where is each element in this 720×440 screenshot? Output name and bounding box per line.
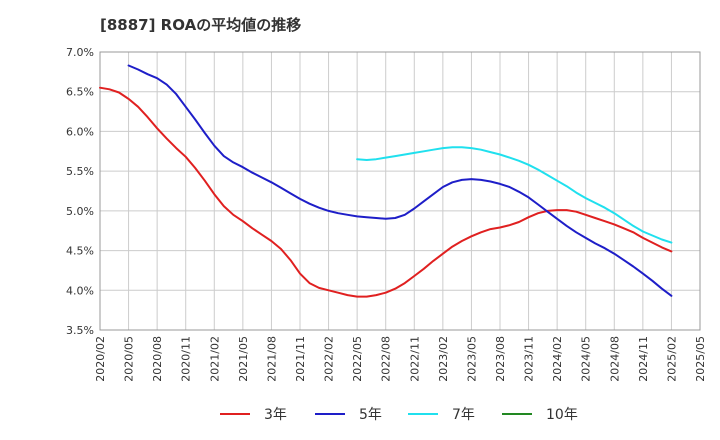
x-tick-label: 2021/11 xyxy=(294,336,307,382)
x-tick-label: 2023/02 xyxy=(437,336,450,382)
legend-label-10年: 10年 xyxy=(546,407,578,423)
x-tick-label: 2022/02 xyxy=(323,336,336,382)
series-line-7年 xyxy=(356,146,673,244)
x-tick-label: 2021/02 xyxy=(208,336,221,382)
plot-frame xyxy=(99,51,701,331)
axis-layer: 3.5% 4.0% 4.5% 5.0% 5.5% 6.0% 6.5% 7.0% 2020/02 2… xyxy=(66,46,707,382)
y-tick-label: 4.0% xyxy=(66,284,94,297)
y-tick-label: 3.5% xyxy=(66,324,94,337)
chart-title: [8887] ROAの平均値の推移 xyxy=(100,16,302,34)
y-tick-label: 5.0% xyxy=(66,205,94,218)
x-tick-label: 2025/02 xyxy=(665,336,678,382)
x-tick-label: 2024/02 xyxy=(551,336,564,382)
grid-layer xyxy=(99,51,701,331)
x-tick-label: 2023/11 xyxy=(523,336,536,382)
x-tick-label: 2021/05 xyxy=(237,336,250,382)
x-tick-label: 2024/08 xyxy=(608,336,621,382)
x-tick-label: 2022/05 xyxy=(351,336,364,382)
y-tick-label: 6.5% xyxy=(66,86,94,99)
y-tick-label: 6.0% xyxy=(66,125,94,138)
x-tick-label: 2024/11 xyxy=(637,336,650,382)
x-tick-label: 2020/08 xyxy=(151,336,164,382)
x-tick-label: 2024/05 xyxy=(580,336,593,382)
y-tick-label: 5.5% xyxy=(66,165,94,178)
x-tick-label: 2021/08 xyxy=(265,336,278,382)
x-tick-label: 2025/05 xyxy=(694,336,707,382)
legend: 3年 5年 7年 10年 xyxy=(220,407,578,423)
y-tick-label: 4.5% xyxy=(66,245,94,258)
series-line-3年 xyxy=(99,86,673,298)
legend-label-5年: 5年 xyxy=(359,407,382,423)
series-line-5年 xyxy=(127,64,673,297)
x-tick-label: 2023/08 xyxy=(494,336,507,382)
legend-label-3年: 3年 xyxy=(264,407,287,423)
legend-label-7年: 7年 xyxy=(452,407,475,423)
x-tick-label: 2020/05 xyxy=(123,336,136,382)
x-tick-label: 2022/11 xyxy=(408,336,421,382)
x-tick-label: 2020/02 xyxy=(94,336,107,382)
x-tick-label: 2020/11 xyxy=(180,336,193,382)
x-tick-label: 2023/05 xyxy=(465,336,478,382)
series-layer xyxy=(99,64,673,298)
y-tick-label: 7.0% xyxy=(66,46,94,59)
x-tick-label: 2022/08 xyxy=(380,336,393,382)
